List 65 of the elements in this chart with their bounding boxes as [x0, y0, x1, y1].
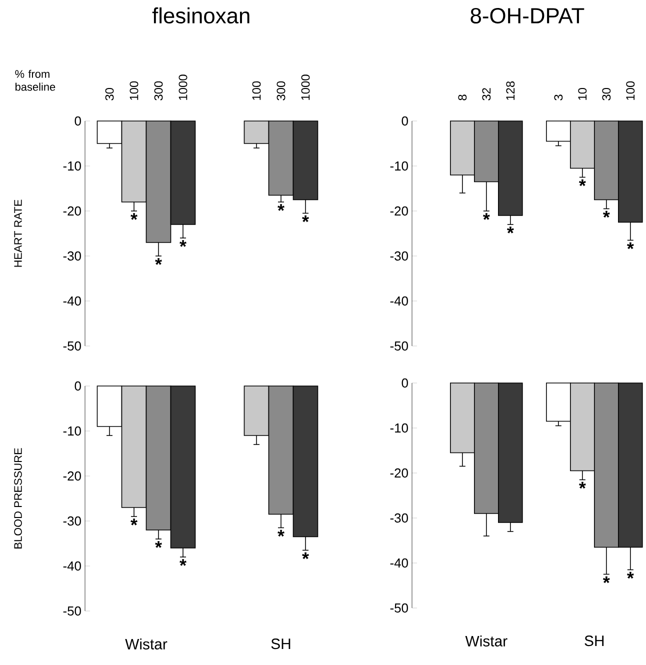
y-tick-label: -10 — [390, 161, 408, 171]
y-tick-label: -30 — [63, 251, 81, 261]
data-label: * — [155, 541, 162, 548]
data-label: * — [626, 572, 634, 579]
data-label: * — [278, 530, 284, 537]
x-tick-label: 8 — [458, 94, 467, 100]
x-tick-label: 30 — [602, 88, 611, 100]
y-tick-label: -20 — [390, 206, 408, 216]
y-tick-label: -40 — [390, 296, 408, 306]
y-tick-label: -40 — [63, 561, 81, 571]
y-tick-label: -20 — [390, 468, 408, 478]
y-tick-label: -50 — [63, 341, 81, 351]
y-tick-label: -30 — [390, 251, 408, 261]
x-tick-label: 1000 — [301, 74, 310, 100]
y-tick-label: -10 — [390, 423, 408, 433]
y-tick-label: -20 — [63, 206, 81, 216]
data-label: * — [578, 179, 586, 186]
chart-title: 8-OH-DPAT — [470, 8, 584, 24]
data-label: * — [130, 213, 138, 220]
text: Wistar — [125, 638, 168, 650]
data-label: * — [626, 242, 634, 250]
data-label: * — [578, 482, 586, 489]
data-label: * — [602, 210, 610, 218]
y-tick-label: -50 — [390, 341, 408, 351]
data-label: * — [506, 226, 514, 234]
x-tick-label: 100 — [626, 81, 635, 100]
x-tick-label: 100 — [252, 81, 261, 100]
data-label: * — [130, 518, 138, 526]
data-label: * — [180, 240, 186, 247]
y-tick-label: -30 — [63, 516, 81, 526]
y-tick-label: -10 — [63, 161, 81, 171]
x-tick-label: 10 — [578, 88, 587, 100]
x-tick-label: 30 — [105, 88, 114, 100]
text: SH — [271, 638, 290, 650]
x-tick-label: 1000 — [178, 74, 188, 100]
y-tick-label: -30 — [390, 513, 408, 523]
x-tick-label: 100 — [130, 81, 138, 100]
data-label: * — [278, 204, 284, 211]
y-tick-label: 0 — [402, 378, 408, 388]
y-tick-label: -50 — [63, 606, 81, 616]
text: SH — [584, 636, 604, 646]
text: Wistar — [465, 636, 508, 646]
x-tick-label: 300 — [276, 81, 286, 100]
y-tick-label: -40 — [63, 296, 81, 306]
data-label: * — [302, 552, 309, 560]
x-tick-label: 300 — [154, 81, 163, 100]
y-tick-label: -40 — [390, 558, 408, 568]
text: % from baseline — [15, 70, 56, 91]
data-label: * — [302, 215, 309, 222]
data-label: * — [482, 213, 490, 220]
y-axis-title: HEART RATE — [14, 200, 22, 267]
y-tick-label: 0 — [74, 116, 81, 126]
data-label: * — [602, 576, 610, 584]
y-tick-label: -10 — [63, 426, 81, 436]
x-tick-label: 3 — [554, 94, 563, 100]
data-label: * — [155, 258, 162, 265]
x-tick-label: 128 — [506, 81, 515, 100]
y-tick-label: 0 — [74, 381, 81, 391]
y-axis-title: BLOOD PRESSURE — [14, 448, 22, 548]
y-tick-label: -20 — [63, 471, 81, 481]
y-tick-label: -50 — [390, 603, 408, 613]
chart-title: flesinoxan — [152, 7, 250, 24]
data-label: * — [180, 559, 186, 566]
x-tick-label: 32 — [482, 88, 491, 100]
y-tick-label: 0 — [402, 116, 408, 126]
